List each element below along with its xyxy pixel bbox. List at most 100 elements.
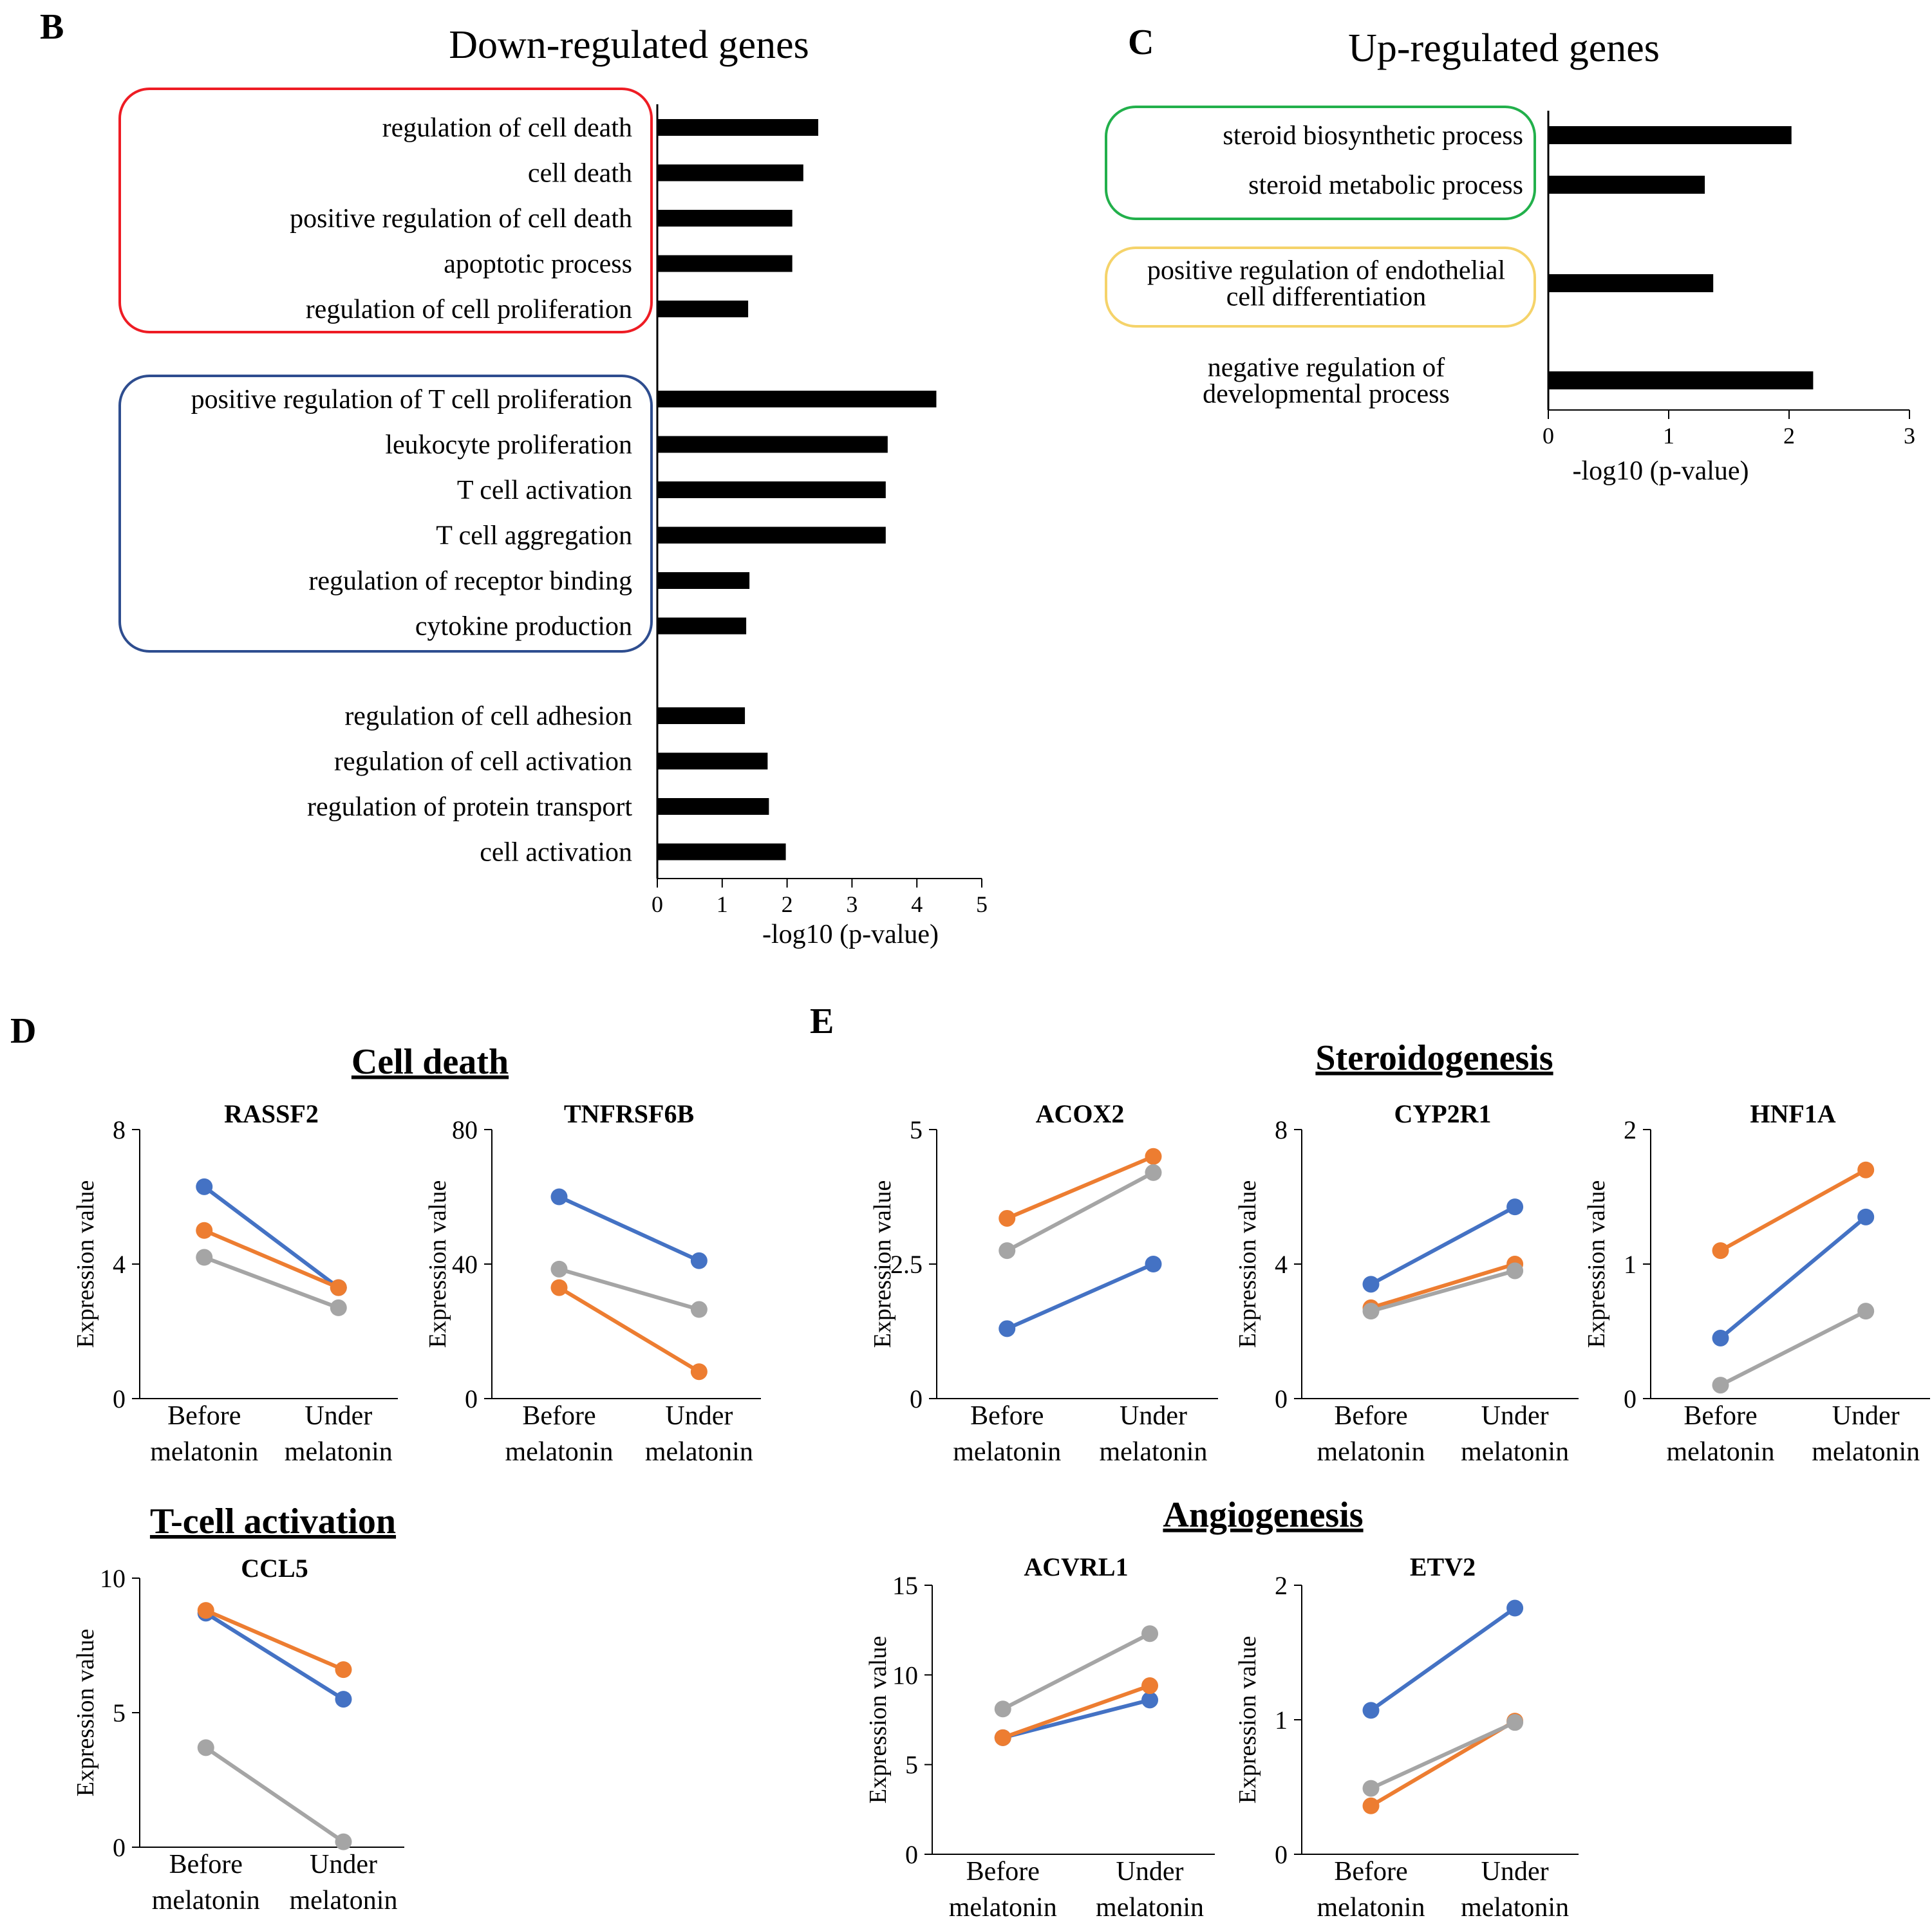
point-gray-under <box>335 1833 352 1850</box>
point-gray-before <box>999 1242 1016 1260</box>
bar-label: cell differentiation <box>1226 282 1427 312</box>
x-category-label: Under <box>1120 1401 1187 1431</box>
x-category-label: melatonin <box>1667 1437 1775 1467</box>
bar-label: regulation of cell death <box>382 113 632 143</box>
point-orange-before <box>196 1222 213 1239</box>
point-orange-under <box>1141 1677 1159 1695</box>
bar-label: regulation of cell proliferation <box>306 295 632 324</box>
point-gray-under <box>1857 1303 1875 1320</box>
chart-title: Down-regulated genes <box>449 23 809 67</box>
series-line-blue <box>205 1611 345 1701</box>
series-line-blue <box>203 1185 340 1289</box>
y-tick-label: 10 <box>100 1564 126 1593</box>
y-tick-label: 1 <box>1275 1706 1288 1735</box>
series-line-orange <box>1006 1155 1154 1220</box>
section-title-t-cell-activation: T-cell activation <box>150 1502 396 1541</box>
point-orange-under <box>1857 1161 1875 1178</box>
point-blue-under <box>690 1252 708 1269</box>
series-line-gray <box>205 1745 345 1844</box>
bar-regulation-of-receptor-binding <box>657 572 750 589</box>
x-axis-label: -log10 (p-value) <box>1572 456 1749 486</box>
bar-label: steroid biosynthetic process <box>1223 121 1523 151</box>
line-chart-acox2: ACOX2 0 2.5 5 Expression value Before melatoni… <box>869 1099 1218 1467</box>
point-blue-under <box>1506 1198 1524 1216</box>
panel-letter-c: C <box>1128 23 1154 62</box>
x-category-label: Before <box>966 1857 1040 1886</box>
x-category-label: melatonin <box>505 1437 614 1467</box>
x-category-label: melatonin <box>949 1893 1057 1922</box>
y-tick-label: 80 <box>452 1115 478 1144</box>
line-chart-etv2: ETV2 0 1 2 Expression value Before melatonin Un… <box>1234 1552 1579 1922</box>
x-tick-label: 2 <box>782 891 793 917</box>
point-gray-under <box>1145 1164 1162 1181</box>
series-line-blue <box>558 1195 700 1263</box>
x-category-label: melatonin <box>645 1437 753 1467</box>
point-orange-under <box>690 1363 708 1381</box>
y-tick-label: 0 <box>1624 1384 1637 1413</box>
point-blue-before <box>550 1188 568 1206</box>
panel-letter-e: E <box>810 1001 834 1041</box>
y-tick-label: 2 <box>1624 1115 1637 1144</box>
bar-label: positive regulation of cell death <box>290 204 632 234</box>
point-orange-before <box>999 1209 1016 1227</box>
point-orange-before <box>1712 1242 1729 1260</box>
y-tick-label: 0 <box>465 1384 478 1413</box>
chart-title: ACVRL1 <box>1024 1552 1128 1581</box>
panel-letters: B C D E <box>10 7 1154 1051</box>
point-blue-under <box>1145 1256 1162 1272</box>
bar-cell-activation <box>657 843 786 861</box>
x-category-label: melatonin <box>1317 1437 1425 1467</box>
x-category-label: melatonin <box>289 1886 397 1915</box>
point-gray-under <box>690 1301 708 1318</box>
chart-title: ETV2 <box>1410 1552 1476 1581</box>
x-category-label: Before <box>169 1850 243 1879</box>
y-tick-label: 15 <box>892 1571 918 1600</box>
section-title-angiogenesis: Angiogenesis <box>1163 1495 1363 1535</box>
series-line-blue <box>1369 1606 1516 1712</box>
highlight-box-red <box>118 88 653 333</box>
y-tick-label: 5 <box>910 1115 923 1144</box>
x-tick-label: 1 <box>717 891 728 917</box>
bar-label: regulation of receptor binding <box>308 566 632 596</box>
bar-cell-death <box>657 164 803 182</box>
chart-title: CCL5 <box>241 1554 308 1583</box>
y-tick-label: 1 <box>1624 1250 1637 1279</box>
series-line-gray <box>203 1255 339 1310</box>
point-orange-before <box>197 1602 214 1619</box>
point-blue-under <box>1857 1208 1875 1225</box>
x-tick-label: 2 <box>1783 423 1795 449</box>
line-panels: RASSF2 0 4 8 Expression value Before melatonin… <box>72 1099 1930 1922</box>
point-blue-under <box>1506 1599 1524 1617</box>
x-category-label: Before <box>167 1401 241 1431</box>
x-category-label: Before <box>1683 1401 1757 1431</box>
point-orange-before <box>550 1279 568 1296</box>
line-chart-rassf2: RASSF2 0 4 8 Expression value Before melatonin… <box>72 1099 398 1467</box>
series-line-blue <box>1719 1215 1868 1340</box>
bar-regulation-of-cell-proliferation <box>657 301 749 317</box>
y-tick-label: 8 <box>113 1115 126 1144</box>
y-tick-label: 5 <box>905 1751 918 1780</box>
bar-label: regulation of cell activation <box>334 747 632 776</box>
x-category-label: Under <box>1481 1401 1549 1431</box>
series-line-gray <box>1720 1309 1867 1387</box>
y-axis-label: Expression value <box>1234 1180 1261 1348</box>
point-gray-before <box>197 1739 214 1756</box>
y-axis-label: Expression value <box>1583 1180 1610 1348</box>
bar-label: positive regulation of T cell proliferat… <box>191 385 632 414</box>
y-axis-label: Expression value <box>1234 1636 1261 1804</box>
x-axis-label: -log10 (p-value) <box>762 920 939 949</box>
series-line-gray <box>558 1267 700 1312</box>
bar-steroid-biosynthetic-process <box>1548 126 1792 144</box>
series-line-gray <box>1370 1269 1515 1314</box>
bar-leukocyte-proliferation <box>657 436 888 453</box>
bar-label: positive regulation of endothelial <box>1147 256 1505 285</box>
x-category-label: Under <box>1116 1857 1184 1886</box>
y-tick-label: 0 <box>905 1840 918 1869</box>
bar-label: developmental process <box>1203 379 1450 409</box>
y-axis-label: Expression value <box>424 1180 451 1348</box>
series-line-orange <box>558 1286 700 1373</box>
point-gray-before <box>550 1260 568 1278</box>
point-blue-under <box>335 1691 352 1708</box>
chart-title: ACOX2 <box>1036 1099 1125 1128</box>
